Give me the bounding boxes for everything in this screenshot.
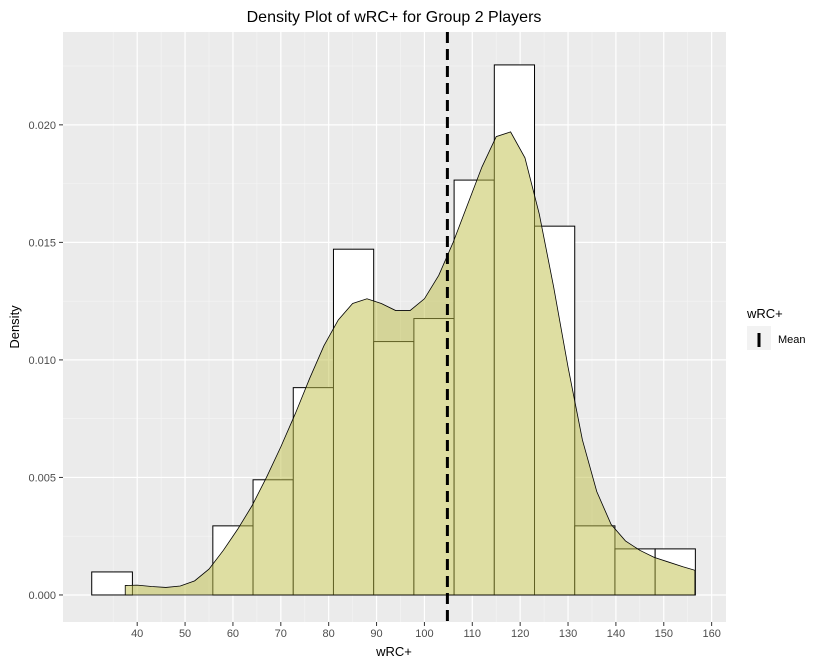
x-tick-label-150: 150 — [655, 628, 673, 640]
x-tick-label-100: 100 — [415, 628, 433, 640]
x-tick-label-120: 120 — [511, 628, 529, 640]
x-tick-label-110: 110 — [464, 628, 482, 640]
y-tick-label-3: 0.015 — [28, 237, 56, 249]
y-axis-title: Density — [7, 305, 22, 349]
y-tick-label-2: 0.010 — [28, 355, 56, 367]
x-tick-label-50: 50 — [179, 628, 191, 640]
y-tick-label-1: 0.005 — [28, 472, 56, 484]
y-tick-label-4: 0.020 — [28, 120, 56, 132]
x-tick-label-80: 80 — [323, 628, 335, 640]
x-tick-label-130: 130 — [559, 628, 577, 640]
x-tick-label-90: 90 — [370, 628, 382, 640]
histogram-bar-0 — [91, 571, 133, 596]
chart-title: Density Plot of wRC+ for Group 2 Players — [247, 9, 542, 26]
legend-label-mean: Mean — [778, 334, 806, 346]
density-curve — [124, 131, 696, 596]
y-axis: 0.000 0.005 0.010 0.015 0.020 — [28, 120, 63, 602]
legend-title: wRC+ — [746, 306, 783, 321]
x-tick-label-140: 140 — [607, 628, 625, 640]
x-tick-label-60: 60 — [227, 628, 239, 640]
x-tick-label-70: 70 — [275, 628, 287, 640]
x-axis: 40 50 60 70 80 90 100 110 120 130 140 150 160 — [131, 622, 721, 640]
y-tick-label-0: 0.000 — [28, 590, 56, 602]
legend: wRC+ Mean — [746, 306, 806, 350]
x-axis-title: wRC+ — [375, 644, 412, 659]
x-tick-label-160: 160 — [702, 628, 720, 640]
x-tick-label-40: 40 — [131, 628, 143, 640]
